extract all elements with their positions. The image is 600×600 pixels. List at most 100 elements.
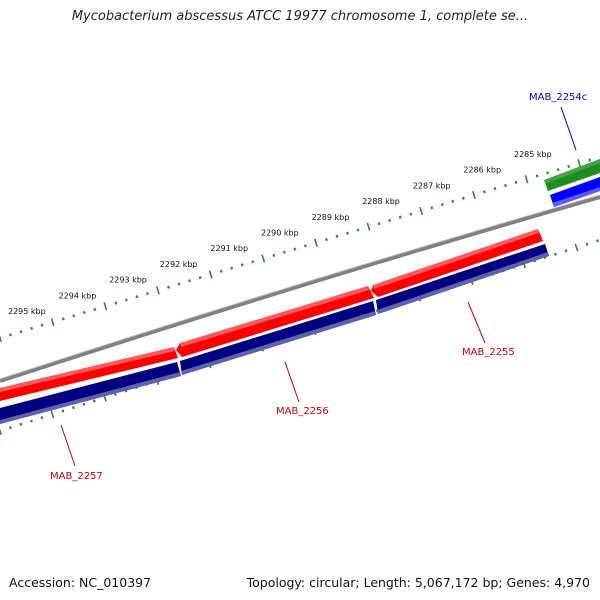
- ruler-minor-tick: [567, 164, 571, 169]
- ruler-tick-label: 2292 kbp: [160, 260, 198, 269]
- ruler-minor-tick: [30, 419, 33, 423]
- gene-mab-2254c[interactable]: [544, 159, 600, 207]
- callout-line-mab-2254c: [560, 106, 577, 151]
- ruler-major-tick: [0, 335, 2, 343]
- gene-reverse-shade: [552, 187, 600, 207]
- ruler-major-tick: [524, 175, 529, 184]
- ruler-minor-tick: [596, 239, 599, 243]
- ruler-minor-tick: [198, 276, 202, 280]
- ruler-minor-tick: [377, 222, 381, 226]
- ruler-minor-tick: [177, 282, 181, 286]
- ruler-minor-tick: [440, 202, 444, 207]
- ruler-major-tick: [50, 410, 55, 419]
- ruler-major-tick: [103, 302, 108, 311]
- ruler-major-tick: [366, 222, 371, 231]
- ruler-minor-tick: [40, 323, 44, 327]
- cds-mab-2255-forward-shine: [373, 229, 539, 289]
- ruler-minor-tick: [92, 399, 96, 403]
- ruler-minor-tick: [461, 196, 465, 200]
- callout-line-mab-2257: [60, 424, 76, 467]
- ruler-tick-label: 2287 kbp: [413, 181, 451, 190]
- cds-mab-2256-reverse-shade: [181, 311, 376, 375]
- ruler-minor-tick: [82, 311, 86, 315]
- ruler-minor-tick: [82, 402, 86, 406]
- ruler-minor-tick: [72, 314, 76, 318]
- label-mab-2256[interactable]: MAB_2256: [276, 406, 329, 417]
- ruler-major-tick: [0, 428, 2, 436]
- ruler-minor-tick: [146, 292, 149, 296]
- ruler-tick-label: 2285 kbp: [514, 150, 552, 159]
- gene-forward-highlight: [544, 159, 600, 184]
- ruler-minor-tick: [61, 409, 65, 413]
- ruler-minor-tick: [554, 252, 557, 256]
- cds-mab-2255-reverse-shade: [377, 252, 549, 314]
- ruler-minor-tick: [230, 266, 234, 270]
- ruler-minor-tick: [71, 406, 75, 410]
- ruler-minor-tick: [240, 263, 244, 267]
- cds-forward-track: [0, 229, 543, 401]
- ruler-minor-tick: [40, 416, 44, 420]
- ruler-major-tick: [50, 318, 55, 327]
- ruler-minor-tick: [124, 298, 128, 302]
- outer-tick-ruler: [0, 158, 592, 343]
- ruler-minor-tick: [19, 422, 23, 426]
- ruler-minor-tick: [167, 285, 170, 289]
- ruler-tick-label: 2295 kbp: [8, 307, 46, 316]
- callout-line-mab-2255: [467, 301, 486, 344]
- ruler-minor-tick: [113, 392, 117, 396]
- cds-reverse-track: [0, 244, 549, 424]
- ruler-minor-tick: [388, 218, 392, 222]
- ruler-tick-label: 2294 kbp: [59, 291, 97, 300]
- ruler-minor-tick: [251, 260, 255, 264]
- ruler-minor-tick: [546, 171, 550, 175]
- ruler-minor-tick: [9, 333, 12, 337]
- ruler-minor-tick: [556, 168, 560, 172]
- accession-text: Accession: NC_010397: [9, 575, 152, 590]
- ruler-labels: 2285 kbp 2286 kbp 2287 kbp 2288 kbp 2289 kbp…: [8, 150, 552, 316]
- ruler-major-tick: [314, 238, 318, 247]
- ruler-minor-tick: [19, 330, 23, 334]
- label-mab-2255[interactable]: MAB_2255: [462, 347, 515, 358]
- ruler-minor-tick: [114, 301, 118, 305]
- ruler-minor-tick: [535, 174, 539, 178]
- ruler-minor-tick: [325, 238, 328, 242]
- label-mab-2254c[interactable]: MAB_2254c: [529, 92, 587, 103]
- ruler-minor-tick: [93, 307, 97, 312]
- ruler-minor-tick: [356, 228, 360, 232]
- ruler-minor-tick: [135, 295, 139, 299]
- ruler-major-tick: [156, 286, 160, 295]
- ruler-minor-tick: [188, 279, 191, 283]
- ruler-major-tick: [419, 206, 424, 216]
- ruler-major-tick: [472, 190, 476, 200]
- cds-mab-2256-forward[interactable]: [176, 286, 374, 357]
- ruler-minor-tick: [282, 250, 286, 254]
- ruler-major-tick: [577, 159, 582, 168]
- ruler-minor-tick: [30, 326, 34, 331]
- ruler-tick-label: 2288 kbp: [362, 197, 400, 206]
- ruler-minor-tick: [293, 247, 297, 251]
- ruler-major-tick: [261, 254, 266, 263]
- ruler-major-tick: [208, 270, 213, 279]
- ruler-minor-tick: [514, 180, 518, 184]
- ruler-minor-tick: [493, 187, 497, 191]
- map-title: Mycobacterium abscessus ATCC 19977 chrom…: [71, 9, 529, 24]
- ruler-minor-tick: [272, 253, 276, 257]
- ruler-minor-tick: [346, 231, 349, 235]
- backbone-arc-highlight: [0, 194, 600, 380]
- gene-callouts: MAB_2254c MAB_2255 MAB_2256 MAB_2257: [50, 92, 587, 482]
- ruler-minor-tick: [451, 199, 455, 203]
- ruler-major-tick: [574, 243, 579, 252]
- ruler-minor-tick: [398, 215, 402, 219]
- ruler-minor-tick: [219, 269, 223, 273]
- ruler-minor-tick: [335, 234, 339, 238]
- ruler-minor-tick: [409, 212, 413, 216]
- cds-mab-2257-reverse-shade: [0, 372, 181, 424]
- label-mab-2257[interactable]: MAB_2257: [50, 471, 103, 482]
- ruler-minor-tick: [504, 183, 507, 188]
- ruler-minor-tick: [585, 242, 589, 246]
- ruler-minor-tick: [430, 206, 434, 210]
- ruler-minor-tick: [588, 158, 592, 162]
- cds-mab-2257-forward-shine: [0, 347, 175, 392]
- ruler-minor-tick: [9, 426, 12, 430]
